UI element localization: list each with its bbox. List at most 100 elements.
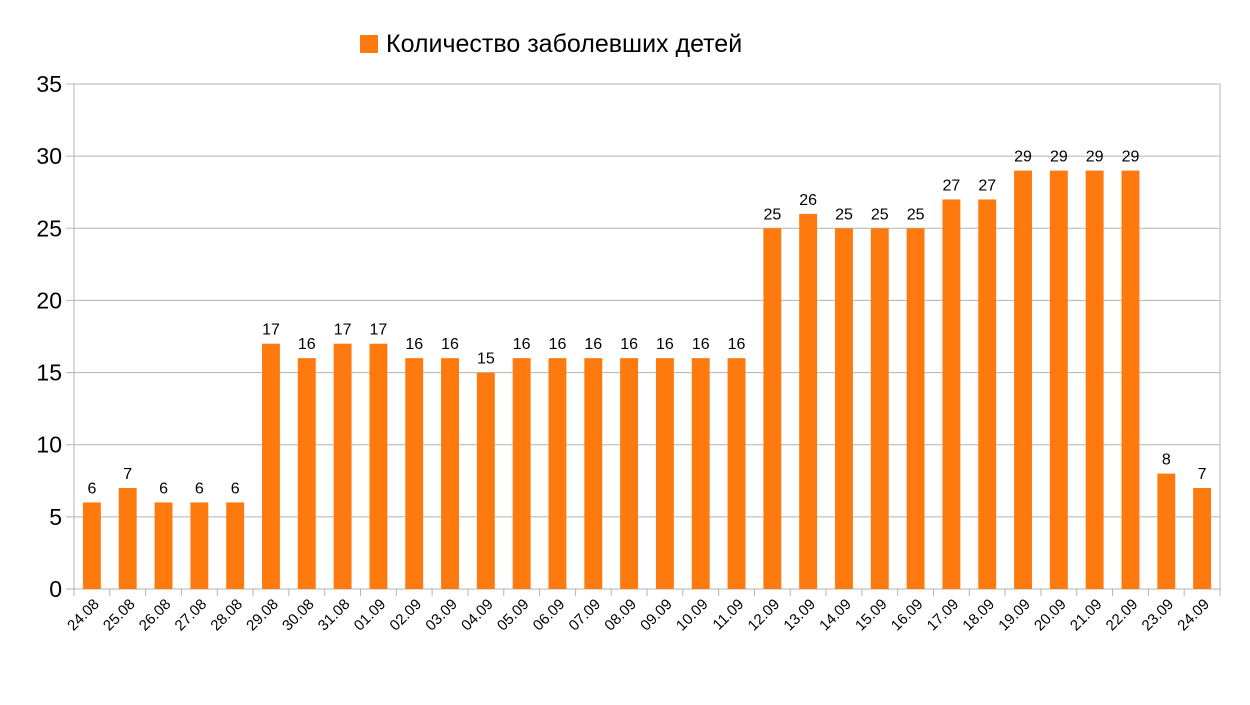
bar [978, 199, 997, 589]
bar [655, 358, 674, 589]
bar [870, 228, 889, 590]
bar [1014, 170, 1032, 590]
data-label: 29 [1050, 149, 1068, 166]
y-tick-label: 35 [36, 71, 62, 97]
data-label: 17 [262, 322, 280, 339]
y-tick-label: 30 [36, 143, 62, 169]
bars [82, 170, 1212, 590]
bar [476, 372, 495, 589]
x-tick-label: 26.08 [136, 596, 175, 635]
bar [297, 358, 316, 589]
x-tick-label: 16.09 [888, 596, 927, 635]
x-tick-label: 18.09 [959, 596, 998, 635]
x-tick-label: 27.08 [172, 596, 211, 635]
bar [835, 228, 853, 590]
bar [1157, 473, 1176, 589]
x-tick-label: 25.08 [100, 596, 139, 635]
legend: Количество заболевших детей [360, 30, 742, 58]
data-label: 7 [1198, 466, 1207, 483]
data-label: 16 [405, 336, 423, 353]
bar [333, 343, 352, 589]
data-label: 16 [549, 336, 567, 353]
y-tick-label: 25 [36, 215, 62, 241]
data-label: 6 [87, 480, 96, 497]
x-tick-label: 29.08 [243, 596, 282, 635]
x-tick-label: 08.09 [601, 596, 640, 635]
x-tick-label: 12.09 [745, 596, 784, 635]
legend-label: Количество заболевших детей [386, 30, 742, 58]
x-tick-label: 21.09 [1067, 596, 1106, 635]
x-tick-label: 06.09 [530, 596, 569, 635]
data-label: 7 [123, 466, 132, 483]
bar [1193, 488, 1212, 589]
bar [405, 358, 424, 589]
data-label: 17 [370, 322, 388, 339]
bar [1121, 170, 1140, 590]
bar [584, 358, 603, 589]
data-label: 27 [978, 177, 996, 194]
data-label: 29 [1014, 149, 1032, 166]
bar [226, 502, 245, 589]
data-label: 8 [1162, 452, 1171, 469]
bar [190, 502, 209, 589]
data-label: 17 [334, 322, 352, 339]
bar [691, 358, 710, 589]
bar [548, 358, 567, 589]
bar [727, 358, 746, 589]
data-label: 15 [477, 351, 495, 368]
data-labels: 6 7 6 6 6 17 16 17 17 16 16 15 16 16 16 16 16 16 16 25 26 25 2… [87, 149, 1206, 498]
x-tick-label: 09.09 [637, 596, 676, 635]
y-axis: 0 5 10 15 20 25 30 35 [36, 71, 62, 602]
bar [262, 343, 280, 589]
x-tick-label: 05.09 [494, 596, 533, 635]
x-tick-label: 30.08 [279, 596, 318, 635]
data-label: 25 [763, 206, 781, 223]
x-tick-label: 31.08 [315, 596, 354, 635]
x-tick-label: 04.09 [458, 596, 497, 635]
data-label: 26 [799, 192, 817, 209]
x-tick-label: 10.09 [673, 596, 712, 635]
data-label: 6 [159, 480, 168, 497]
x-tick-label: 28.08 [207, 596, 246, 635]
x-tick-label: 15.09 [852, 596, 891, 635]
y-tick-label: 15 [36, 360, 62, 386]
x-tick-label: 03.09 [422, 596, 461, 635]
x-tick-label: 23.09 [1139, 596, 1178, 635]
x-tick-label: 01.09 [351, 596, 390, 635]
data-label: 25 [871, 206, 889, 223]
bar [799, 213, 818, 589]
data-label: 16 [728, 336, 746, 353]
data-label: 6 [195, 480, 204, 497]
x-tick-label: 24.09 [1174, 596, 1213, 635]
bar [763, 228, 782, 590]
x-tick-label: 14.09 [816, 596, 855, 635]
bar [512, 358, 531, 589]
x-tick-label: 07.09 [566, 596, 605, 635]
bar [942, 199, 961, 589]
grid [66, 83, 1221, 596]
bar [441, 358, 459, 589]
data-label: 29 [1122, 149, 1140, 166]
data-label: 16 [620, 336, 638, 353]
x-axis: 24.0825.0826.0827.0828.0829.0830.0831.08… [64, 596, 1213, 635]
bar [154, 502, 173, 589]
y-tick-label: 0 [49, 576, 62, 602]
y-tick-label: 5 [49, 504, 62, 530]
x-tick-label: 24.08 [64, 596, 103, 635]
bar [1049, 170, 1068, 590]
x-tick-label: 02.09 [386, 596, 425, 635]
bar [82, 502, 101, 589]
x-tick-label: 20.09 [1031, 596, 1070, 635]
legend-swatch [360, 35, 378, 53]
bar [118, 488, 137, 589]
data-label: 16 [656, 336, 674, 353]
x-tick-label: 22.09 [1103, 596, 1142, 635]
x-tick-label: 19.09 [995, 596, 1034, 635]
x-tick-label: 13.09 [780, 596, 819, 635]
data-label: 16 [513, 336, 531, 353]
y-tick-label: 10 [36, 432, 62, 458]
x-tick-label: 17.09 [924, 596, 963, 635]
data-label: 16 [441, 336, 459, 353]
